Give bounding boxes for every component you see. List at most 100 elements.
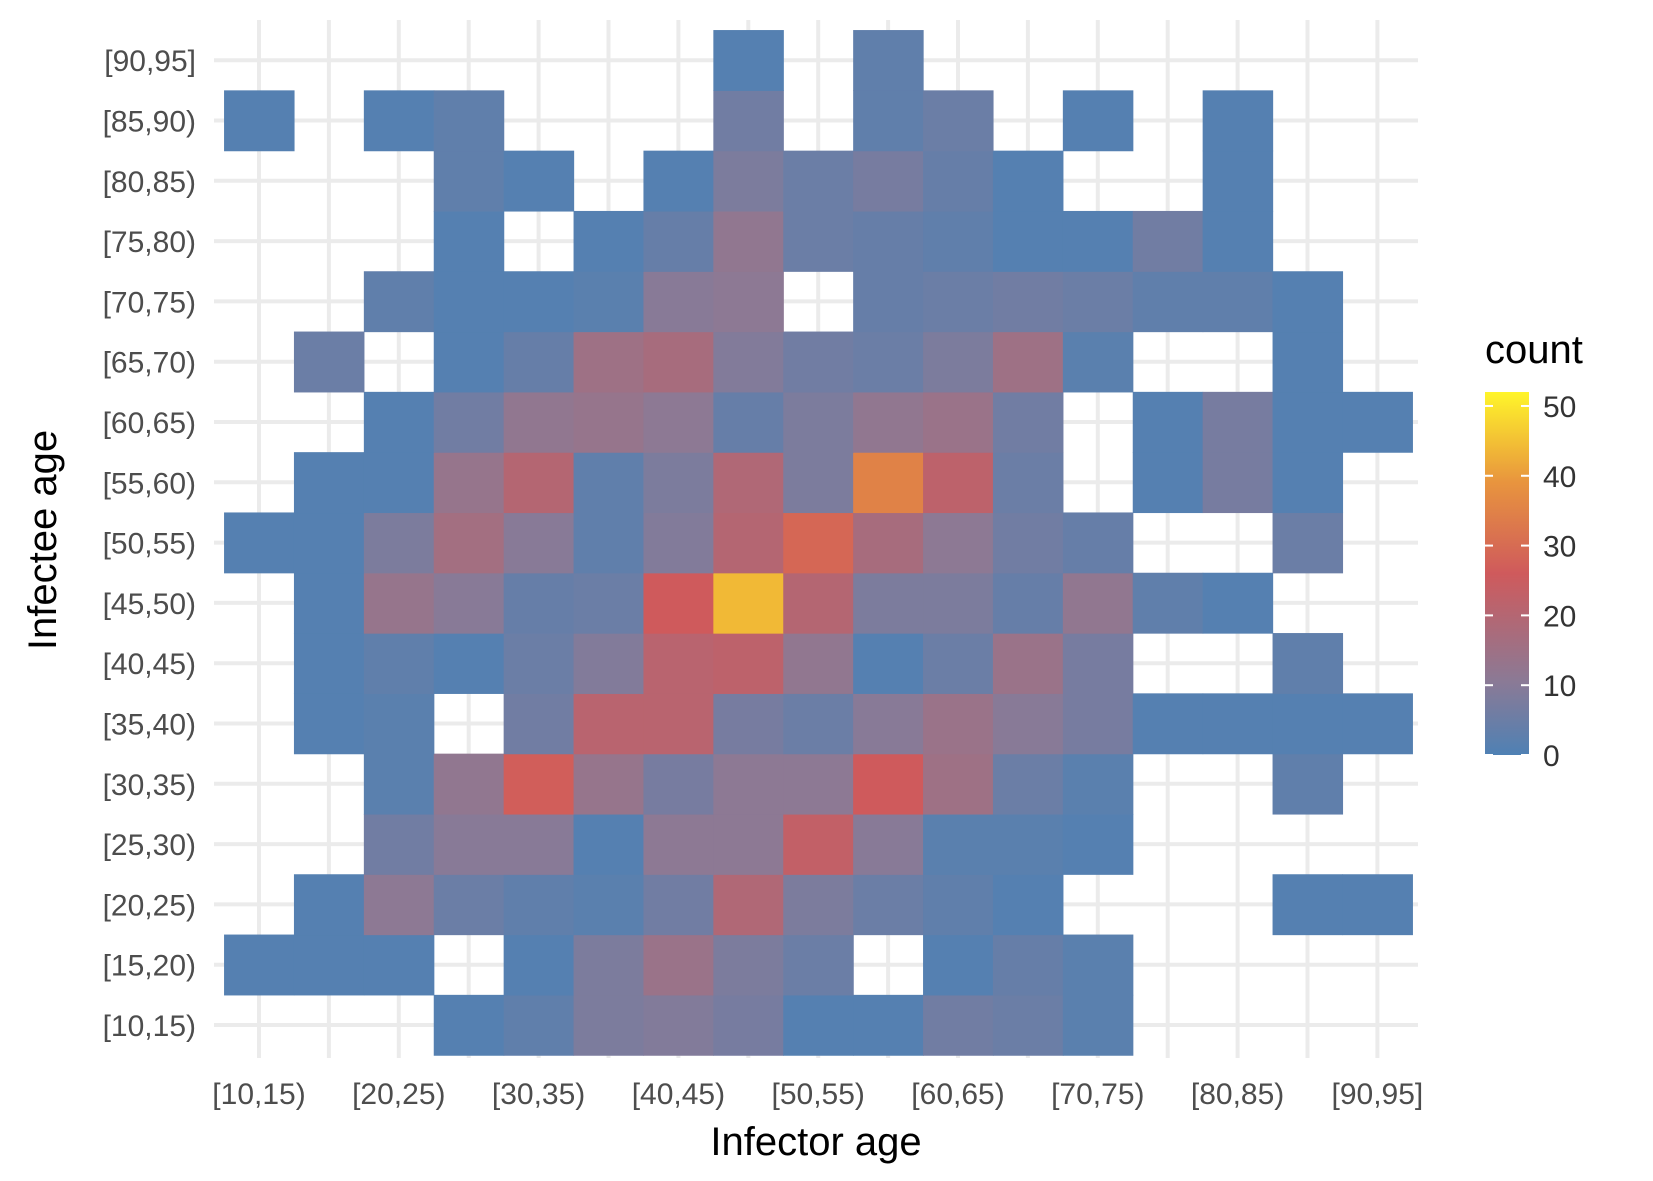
heatmap-cell bbox=[293, 693, 365, 755]
heatmap-cell bbox=[783, 874, 854, 936]
heatmap-cell bbox=[992, 994, 1064, 1056]
heatmap-cell bbox=[573, 633, 645, 694]
heatmap-cell bbox=[923, 934, 994, 996]
heatmap-cell bbox=[1132, 693, 1204, 755]
y-tick-label: [80,85) bbox=[103, 166, 196, 199]
heatmap-cell bbox=[853, 30, 924, 91]
heatmap-cell bbox=[363, 934, 435, 996]
heatmap-cell bbox=[503, 150, 575, 212]
heatmap-cell bbox=[573, 753, 645, 815]
heatmap-cell bbox=[433, 271, 505, 333]
heatmap-cell bbox=[713, 934, 784, 996]
y-tick-label: [40,45) bbox=[103, 648, 196, 681]
heatmap-cell bbox=[713, 150, 784, 212]
heatmap-cell bbox=[433, 753, 505, 815]
heatmap-cell bbox=[853, 572, 924, 634]
heatmap-cell bbox=[1062, 572, 1134, 634]
x-tick-label: [70,75) bbox=[1051, 1078, 1144, 1111]
heatmap-cell bbox=[992, 934, 1064, 996]
heatmap-cell bbox=[1272, 512, 1344, 574]
heatmap-cell bbox=[992, 874, 1064, 936]
heatmap-cell bbox=[1062, 693, 1134, 755]
heatmap-cell bbox=[1132, 271, 1204, 333]
heatmap-cell bbox=[713, 331, 784, 393]
legend-tick-label: 20 bbox=[1543, 600, 1576, 633]
heatmap-cell bbox=[293, 572, 365, 634]
heatmap-cell bbox=[503, 271, 575, 333]
color-legend: count 0 10 20 30 40 50 bbox=[1485, 328, 1583, 773]
heatmap-cell bbox=[643, 633, 714, 694]
heatmap-cell bbox=[1132, 572, 1204, 634]
legend-tick-label: 30 bbox=[1543, 531, 1576, 564]
heatmap-cell bbox=[573, 210, 645, 272]
heatmap-cell bbox=[923, 633, 994, 694]
heatmap-cell bbox=[573, 271, 645, 333]
legend-colorbar bbox=[1485, 392, 1529, 755]
heatmap-cell bbox=[1272, 391, 1344, 453]
heatmap-cell bbox=[992, 271, 1064, 333]
y-tick-label: [75,80) bbox=[103, 226, 196, 259]
heatmap-cell bbox=[923, 391, 994, 453]
heatmap-cell bbox=[643, 391, 714, 453]
heatmap-cell bbox=[853, 693, 924, 755]
heatmap-cell bbox=[1202, 210, 1274, 272]
y-tick-label: [65,70) bbox=[103, 347, 196, 380]
x-tick-label: [40,45) bbox=[632, 1078, 725, 1111]
heatmap-cell bbox=[643, 452, 714, 514]
heatmap-cell bbox=[783, 934, 854, 996]
heatmap-cell bbox=[1202, 391, 1274, 453]
heatmap-cell bbox=[992, 633, 1064, 694]
heatmap-cell bbox=[643, 512, 714, 574]
legend-tick-label: 0 bbox=[1543, 740, 1560, 773]
heatmap-cell bbox=[433, 874, 505, 936]
heatmap-cell bbox=[992, 452, 1064, 514]
heatmap-cell bbox=[923, 994, 994, 1056]
heatmap-cell bbox=[363, 693, 435, 755]
y-tick-label: [25,30) bbox=[103, 829, 196, 862]
heatmap-cell bbox=[992, 210, 1064, 272]
heatmap-cell bbox=[433, 452, 505, 514]
heatmap-cell bbox=[713, 90, 784, 152]
heatmap-cell bbox=[224, 512, 295, 574]
heatmap-cell bbox=[573, 693, 645, 755]
heatmap-cell bbox=[1062, 512, 1134, 574]
heatmap-cell bbox=[923, 210, 994, 272]
heatmap-cell bbox=[783, 753, 854, 815]
heatmap-cell bbox=[1062, 331, 1134, 393]
heatmap-cell bbox=[363, 633, 435, 694]
heatmap-cell bbox=[783, 994, 854, 1056]
heatmap-cell bbox=[573, 994, 645, 1056]
heatmap-cell bbox=[1272, 753, 1344, 815]
heatmap-cell bbox=[853, 331, 924, 393]
heatmap-cell bbox=[503, 512, 575, 574]
heatmap-cell bbox=[992, 391, 1064, 453]
heatmap-cell bbox=[1202, 693, 1274, 755]
heatmap-cell bbox=[783, 391, 854, 453]
heatmap-cell bbox=[1272, 331, 1344, 393]
heatmap-cell bbox=[643, 150, 714, 212]
heatmap-cell bbox=[713, 874, 784, 936]
heatmap-cell bbox=[363, 90, 435, 152]
x-tick-label: [90,95] bbox=[1332, 1078, 1424, 1111]
heatmap-cell bbox=[1062, 271, 1134, 333]
heatmap-cell bbox=[363, 512, 435, 574]
heatmap-cell bbox=[783, 572, 854, 634]
heatmap-cell bbox=[1062, 934, 1134, 996]
heatmap-cell bbox=[363, 271, 435, 333]
heatmap-cell bbox=[1272, 271, 1344, 333]
heatmap-cell bbox=[1342, 391, 1413, 453]
heatmap-cell bbox=[643, 934, 714, 996]
heatmap-cell bbox=[713, 30, 784, 91]
heatmap-cell bbox=[433, 813, 505, 875]
heatmap-cell bbox=[992, 572, 1064, 634]
heatmap-cell bbox=[503, 331, 575, 393]
heatmap-cell bbox=[503, 391, 575, 453]
heatmap-cell bbox=[783, 452, 854, 514]
heatmap-cell bbox=[433, 391, 505, 453]
heatmap-cell bbox=[1132, 210, 1204, 272]
heatmap-cell bbox=[1062, 90, 1134, 152]
y-tick-label: [20,25) bbox=[103, 889, 196, 922]
heatmap-cell bbox=[503, 994, 575, 1056]
heatmap-cell bbox=[992, 150, 1064, 212]
